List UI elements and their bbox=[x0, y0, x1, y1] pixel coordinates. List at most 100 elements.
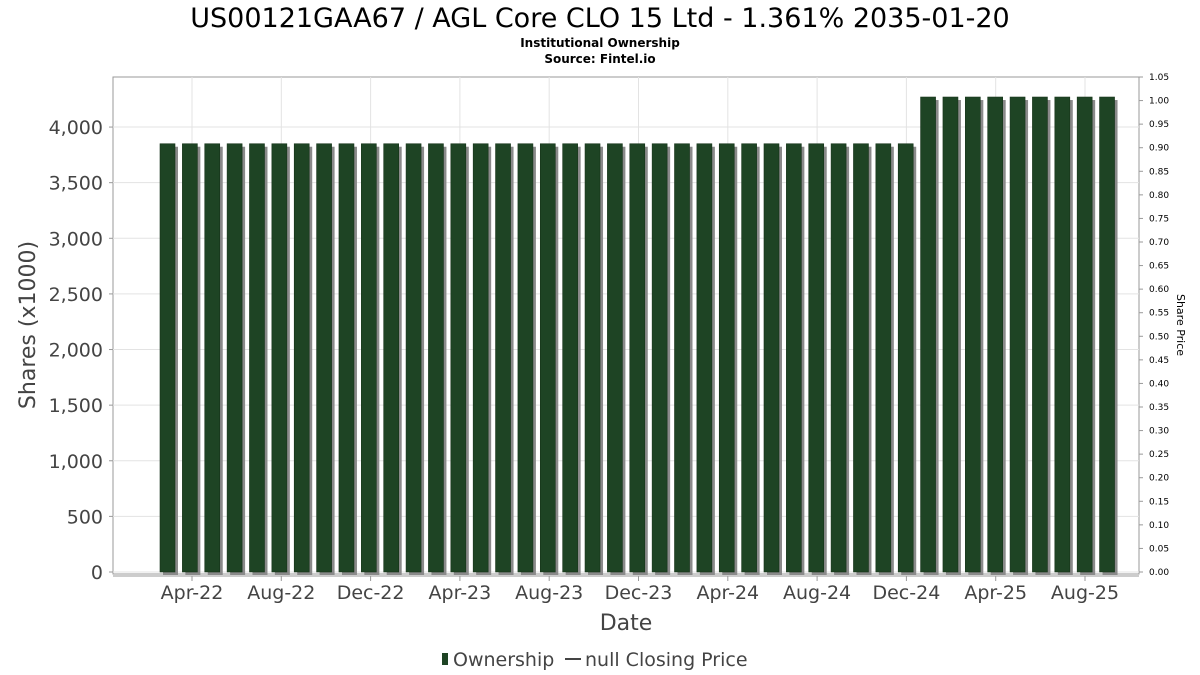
y-right-tick-label: 1.05 bbox=[1149, 73, 1169, 83]
y-right-tick-label: 0.25 bbox=[1149, 450, 1169, 460]
y-tick-label: 2,500 bbox=[49, 284, 103, 306]
ownership-bar bbox=[472, 143, 489, 573]
y-right-tick-label: 0.65 bbox=[1149, 262, 1169, 272]
x-tick-label: Aug-25 bbox=[1051, 582, 1119, 604]
ownership-bar bbox=[830, 143, 847, 573]
ownership-bar bbox=[562, 143, 578, 573]
ownership-bar bbox=[1076, 96, 1093, 573]
ownership-bar bbox=[651, 143, 668, 573]
y-right-tick-label: 1.00 bbox=[1149, 97, 1169, 107]
chart-subtitle: Institutional Ownership bbox=[520, 36, 680, 50]
ownership-bar bbox=[249, 143, 265, 573]
ownership-bar bbox=[584, 143, 601, 573]
y-right-tick-label: 0.00 bbox=[1149, 568, 1169, 578]
y-right-tick-label: 0.50 bbox=[1149, 332, 1169, 342]
y-tick-label: 0 bbox=[91, 562, 103, 584]
ownership-bar bbox=[965, 96, 981, 573]
bars bbox=[159, 96, 1118, 576]
ownership-bar bbox=[875, 143, 892, 573]
y-right-tick-label: 0.05 bbox=[1149, 544, 1169, 554]
ownership-bar bbox=[182, 143, 198, 573]
y-axis-right-label: Share Price bbox=[1174, 294, 1187, 356]
ownership-bar bbox=[159, 143, 176, 573]
ownership-bar bbox=[450, 143, 467, 573]
ownership-bar bbox=[1099, 96, 1115, 573]
ownership-bar bbox=[293, 143, 310, 573]
ownership-bar bbox=[920, 96, 936, 573]
ownership-bar bbox=[428, 143, 444, 573]
ownership-bar bbox=[897, 143, 914, 573]
ownership-bar bbox=[607, 143, 623, 573]
legend: Ownership null Closing Price bbox=[442, 649, 748, 671]
x-tick-label: Dec-23 bbox=[605, 582, 673, 604]
x-axis-label: Date bbox=[600, 611, 653, 636]
legend-label-price: null Closing Price bbox=[585, 649, 748, 671]
y-right-tick-label: 0.40 bbox=[1149, 379, 1169, 389]
legend-label-ownership: Ownership bbox=[453, 649, 554, 671]
y-right-tick-label: 0.80 bbox=[1149, 191, 1169, 201]
ownership-bar bbox=[539, 143, 556, 573]
ownership-bar bbox=[338, 143, 355, 573]
y-axis-label: Shares (x1000) bbox=[16, 241, 41, 409]
ownership-bar bbox=[361, 143, 377, 573]
y-right-tick-label: 0.90 bbox=[1149, 144, 1169, 154]
ownership-bar bbox=[942, 96, 959, 573]
y-right-tick-label: 0.20 bbox=[1149, 474, 1169, 484]
ownership-bar bbox=[405, 143, 422, 573]
y-tick-label: 500 bbox=[67, 506, 103, 528]
ownership-bar bbox=[853, 143, 869, 573]
legend-swatch-ownership bbox=[442, 653, 448, 665]
y-right-tick-label: 0.55 bbox=[1149, 309, 1169, 319]
ownership-bar bbox=[741, 143, 757, 573]
y-tick-label: 1,500 bbox=[49, 395, 103, 417]
ownership-bar bbox=[674, 143, 690, 573]
x-tick-label: Apr-25 bbox=[964, 582, 1027, 604]
x-tick-label: Aug-24 bbox=[783, 582, 851, 604]
y-right-tick-label: 0.45 bbox=[1149, 356, 1169, 366]
ownership-bar bbox=[987, 96, 1003, 573]
ownership-bar bbox=[696, 143, 713, 573]
y-right-tick-label: 0.10 bbox=[1149, 521, 1169, 531]
ownership-bar bbox=[763, 143, 780, 573]
x-tick-label: Apr-22 bbox=[161, 582, 224, 604]
y-axis-ticks: 0 500 1,000 1,500 2,000 2,500 3,000 3,500 4,000 bbox=[49, 117, 113, 584]
ownership-bar bbox=[226, 143, 243, 573]
y-right-tick-label: 0.15 bbox=[1149, 497, 1169, 507]
y-right-tick-label: 0.35 bbox=[1149, 403, 1169, 413]
x-tick-label: Apr-23 bbox=[429, 582, 492, 604]
ownership-bar bbox=[629, 143, 646, 573]
y-right-tick-label: 0.70 bbox=[1149, 238, 1169, 248]
x-axis-ticks: Apr-22 Aug-22 Dec-22 Apr-23 Aug-23 Dec-23 Apr-… bbox=[161, 576, 1119, 604]
x-tick-label: Aug-22 bbox=[247, 582, 315, 604]
ownership-bar bbox=[718, 143, 735, 573]
y-tick-label: 1,000 bbox=[49, 451, 103, 473]
ownership-bar bbox=[1032, 96, 1048, 573]
ownership-bar bbox=[1009, 96, 1026, 573]
ownership-bar bbox=[786, 143, 802, 573]
y-tick-label: 2,000 bbox=[49, 340, 103, 362]
ownership-bar bbox=[495, 143, 511, 573]
y-tick-label: 3,500 bbox=[49, 173, 103, 195]
ownership-bar bbox=[808, 143, 825, 573]
chart-source: Source: Fintel.io bbox=[544, 52, 655, 66]
y-axis-right-ticks: 0.00 0.05 0.10 0.15 0.20 0.25 0.30 0.35 0.40 0.45… bbox=[1139, 73, 1169, 578]
y-right-tick-label: 0.95 bbox=[1149, 120, 1169, 130]
ownership-bar bbox=[517, 143, 534, 573]
x-tick-label: Apr-24 bbox=[696, 582, 759, 604]
ownership-bar bbox=[204, 143, 221, 573]
x-tick-label: Dec-24 bbox=[872, 582, 940, 604]
y-right-tick-label: 0.60 bbox=[1149, 285, 1169, 295]
y-tick-label: 4,000 bbox=[49, 117, 103, 139]
y-tick-label: 3,000 bbox=[49, 228, 103, 250]
y-right-tick-label: 0.30 bbox=[1149, 427, 1169, 437]
y-right-tick-label: 0.85 bbox=[1149, 167, 1169, 177]
ownership-bar bbox=[316, 143, 332, 573]
y-right-tick-label: 0.75 bbox=[1149, 214, 1169, 224]
ownership-bar bbox=[383, 143, 400, 573]
chart-title: US00121GAA67 / AGL Core CLO 15 Ltd - 1.3… bbox=[190, 3, 1009, 34]
x-tick-label: Dec-22 bbox=[337, 582, 405, 604]
ownership-bar bbox=[271, 143, 288, 573]
x-tick-label: Aug-23 bbox=[515, 582, 583, 604]
ownership-bar bbox=[1054, 96, 1071, 573]
